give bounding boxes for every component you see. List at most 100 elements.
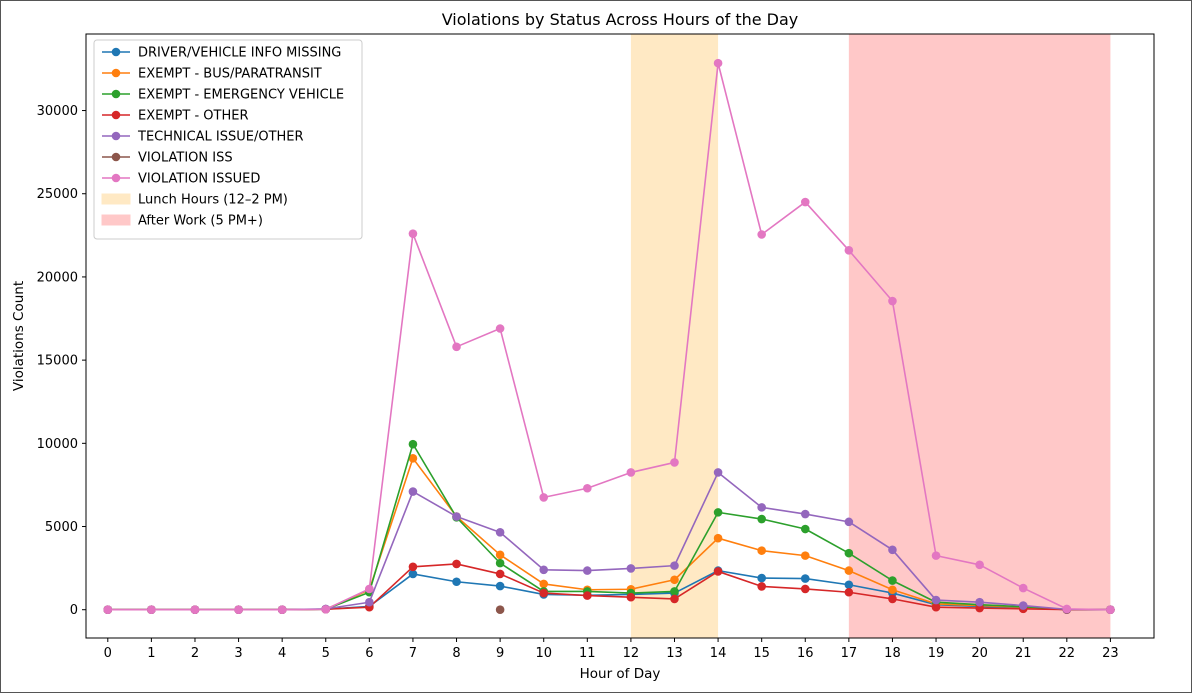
y-tick-label: 15000: [37, 354, 78, 369]
series-6: [103, 58, 1115, 615]
x-tick-label: 13: [666, 646, 683, 661]
data-point: [888, 576, 897, 585]
data-point: [626, 592, 636, 602]
x-tick-label: 11: [579, 646, 596, 661]
data-point: [931, 602, 941, 612]
data-point: [975, 560, 984, 570]
x-tick-label: 23: [1102, 646, 1119, 661]
x-tick-label: 10: [535, 646, 552, 661]
x-tick-label: 4: [278, 646, 286, 661]
data-point: [626, 468, 636, 477]
x-tick-label: 6: [365, 646, 373, 661]
chart-title: Violations by Status Across Hours of the…: [442, 10, 799, 29]
data-point: [757, 230, 766, 239]
data-point: [800, 574, 810, 583]
data-point: [495, 581, 505, 591]
data-point: [408, 487, 418, 496]
data-point: [844, 580, 854, 590]
x-tick-label: 3: [234, 646, 242, 661]
data-point: [539, 565, 549, 575]
data-point: [539, 588, 549, 598]
x-tick-label: 1: [147, 646, 155, 661]
data-point: [888, 545, 897, 555]
data-point: [626, 564, 636, 573]
data-point: [800, 551, 810, 560]
data-point: [800, 584, 810, 594]
legend-swatch-marker: [111, 110, 121, 120]
data-point: [147, 605, 156, 615]
data-point: [495, 558, 505, 568]
data-point: [495, 324, 505, 333]
x-tick-label: 19: [928, 646, 945, 661]
data-point: [713, 508, 723, 517]
legend-label: TECHNICAL ISSUE/OTHER: [137, 130, 304, 145]
data-point: [757, 582, 766, 591]
series-5: [495, 605, 505, 615]
data-point: [583, 591, 592, 600]
data-point: [670, 561, 679, 570]
x-tick-label: 9: [496, 646, 504, 661]
shaded-regions: [630, 34, 1111, 638]
data-point: [365, 597, 374, 607]
data-point: [234, 605, 243, 615]
legend-label: VIOLATION ISS: [138, 151, 233, 166]
data-point: [888, 594, 897, 604]
legend-swatch-marker: [111, 152, 121, 162]
data-point: [452, 559, 461, 569]
data-point: [713, 533, 723, 543]
legend-label: EXEMPT - BUS/PARATRANSIT: [138, 67, 322, 82]
y-axis: 0 5000 10000 15000 20000 25000 30000: [37, 104, 86, 618]
data-point: [757, 514, 766, 524]
y-tick-label: 5000: [45, 520, 78, 535]
shaded-region-1: [848, 34, 1111, 638]
y-tick-label: 10000: [37, 437, 78, 452]
data-point: [495, 528, 505, 537]
x-tick-label: 2: [191, 646, 199, 661]
data-point: [670, 587, 679, 596]
data-point: [452, 577, 461, 587]
data-point: [757, 503, 766, 512]
shaded-region-0: [630, 34, 719, 638]
x-tick-label: 8: [452, 646, 460, 661]
data-point: [844, 548, 854, 558]
data-point: [757, 546, 766, 555]
x-axis-label: Hour of Day: [580, 666, 661, 682]
legend-label: EXEMPT - EMERGENCY VEHICLE: [138, 88, 344, 103]
data-point: [277, 605, 287, 615]
legend-swatch-patch: [101, 214, 131, 226]
data-point: [1018, 601, 1028, 610]
y-tick-label: 20000: [37, 270, 78, 285]
data-point: [495, 605, 505, 615]
x-tick-label: 18: [884, 646, 901, 661]
data-point: [408, 569, 418, 579]
data-point: [408, 562, 418, 572]
x-tick-label: 16: [797, 646, 814, 661]
data-point: [1018, 583, 1028, 593]
legend-label: Lunch Hours (12–2 PM): [138, 193, 288, 208]
legend-swatch-marker: [111, 131, 121, 141]
data-point: [800, 524, 810, 534]
x-tick-label: 0: [104, 646, 112, 661]
plot-area-border: [85, 33, 1155, 639]
data-point: [713, 58, 723, 68]
data-point: [931, 551, 941, 560]
data-point: [103, 605, 113, 615]
data-point: [844, 246, 854, 255]
data-point: [1106, 605, 1115, 615]
data-point: [495, 550, 505, 560]
data-point: [365, 584, 374, 594]
data-point: [583, 566, 592, 575]
legend-box: [93, 39, 363, 240]
data-point: [757, 573, 766, 583]
data-point: [539, 493, 549, 502]
x-tick-label: 20: [971, 646, 988, 661]
data-point: [321, 605, 331, 614]
data-point: [844, 587, 854, 597]
data-point: [713, 468, 723, 477]
data-point: [670, 458, 679, 467]
data-point: [888, 296, 897, 306]
legend-swatch-marker: [111, 68, 121, 78]
y-tick-label: 0: [70, 603, 78, 618]
